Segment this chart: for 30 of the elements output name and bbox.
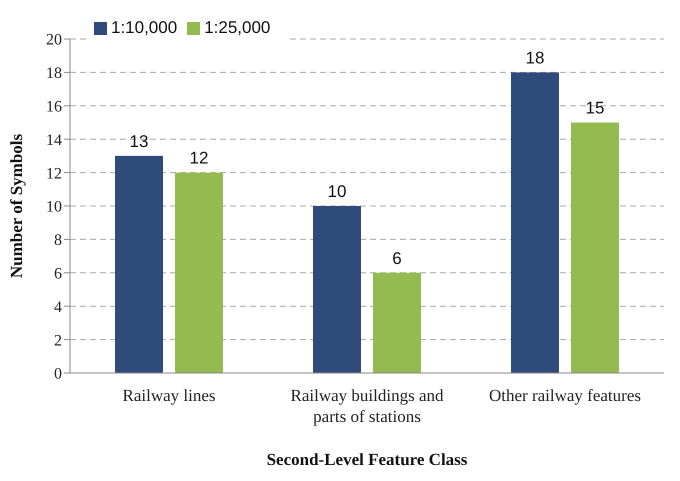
data-label: 15 xyxy=(586,98,604,118)
bar xyxy=(511,72,559,373)
data-label: 10 xyxy=(328,182,346,201)
y-tick-label: 0 xyxy=(54,366,62,383)
bar xyxy=(175,172,223,373)
data-label: 6 xyxy=(392,248,402,268)
legend-label: 1:25,000 xyxy=(204,18,270,37)
x-axis-title: Second-Level Feature Class xyxy=(266,450,468,469)
y-tick-label: 20 xyxy=(46,32,62,49)
data-label: 18 xyxy=(526,48,544,68)
y-tick-label: 18 xyxy=(46,65,62,82)
y-tick-label: 10 xyxy=(46,198,62,216)
y-tick-label: 12 xyxy=(46,165,62,182)
x-tick-label: Railway buildings and parts of stations xyxy=(290,386,444,426)
x-tick-label: Other railway features xyxy=(489,386,641,405)
data-label: 13 xyxy=(130,132,148,151)
y-tick-label: 16 xyxy=(46,98,62,116)
y-tick-label: 4 xyxy=(54,298,62,316)
bar xyxy=(373,272,421,373)
x-tick-label: Railway lines xyxy=(122,386,216,405)
bar xyxy=(313,206,361,373)
legend-label: 1:10,000 xyxy=(111,18,178,37)
y-tick-label: 8 xyxy=(54,232,62,250)
bar xyxy=(571,122,619,373)
y-tick-label: 14 xyxy=(46,132,62,149)
bar xyxy=(115,156,163,373)
y-tick-label: 2 xyxy=(54,332,62,350)
y-tick-label: 6 xyxy=(54,265,62,282)
y-axis-title: Number of Symbols xyxy=(7,134,26,278)
data-label: 12 xyxy=(190,148,208,168)
